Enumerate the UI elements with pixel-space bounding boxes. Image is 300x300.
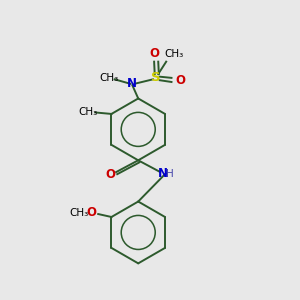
Text: N: N (127, 77, 137, 90)
Text: O: O (175, 74, 185, 87)
Text: O: O (106, 168, 116, 181)
Text: S: S (151, 71, 161, 84)
Text: O: O (87, 206, 97, 219)
Text: CH₃: CH₃ (79, 107, 98, 118)
Text: N: N (158, 167, 168, 180)
Text: CH₃: CH₃ (99, 73, 119, 83)
Text: H: H (166, 169, 174, 178)
Text: CH₃: CH₃ (69, 208, 89, 218)
Text: O: O (149, 47, 159, 60)
Text: CH₃: CH₃ (164, 49, 183, 59)
